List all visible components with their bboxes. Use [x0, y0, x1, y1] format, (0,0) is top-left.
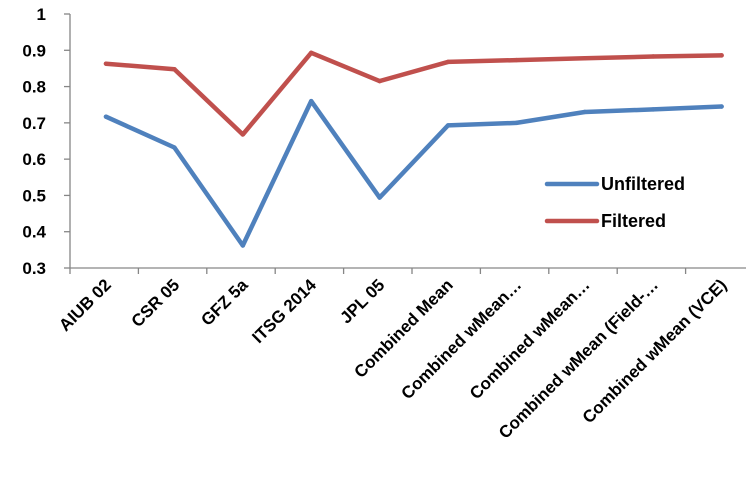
legend-item-unfiltered: Unfiltered [544, 174, 685, 194]
y-tick-label: 0.9 [22, 41, 46, 60]
series-lines [103, 50, 724, 248]
y-axis: 0.3 0.4 0.5 0.6 0.7 0.8 0.9 1 [22, 5, 71, 278]
data-point-unfiltered [651, 107, 656, 112]
x-tick-label: Combined wMean… [466, 275, 594, 403]
x-tick-label: AIUB 02 [55, 275, 115, 335]
data-point-unfiltered [309, 98, 314, 104]
x-tick-label: GFZ 5a [197, 275, 252, 330]
x-tick-label: ITSG 2014 [248, 275, 320, 347]
data-point-unfiltered [172, 145, 177, 150]
data-point-unfiltered [445, 123, 451, 128]
series-line-filtered [103, 50, 724, 137]
x-tick-label: Combined wMean (VCE) [579, 275, 731, 427]
data-point-unfiltered [719, 104, 724, 109]
x-tick-label: JPL 05 [336, 275, 388, 327]
data-point-filtered [240, 132, 245, 137]
data-point-unfiltered [514, 120, 519, 126]
legend: Unfiltered Filtered [544, 174, 685, 231]
y-tick-label: 0.7 [22, 114, 46, 133]
data-point-unfiltered [377, 195, 382, 200]
y-tick-label: 0.4 [22, 223, 46, 242]
data-point-unfiltered [240, 243, 245, 248]
data-point-filtered [445, 59, 451, 65]
legend-item-filtered: Filtered [544, 211, 666, 231]
y-tick-label: 0.5 [22, 186, 46, 205]
data-point-filtered [582, 56, 587, 61]
legend-label: Filtered [601, 211, 666, 231]
data-point-unfiltered [103, 114, 109, 119]
data-point-filtered [309, 50, 314, 56]
data-point-filtered [514, 57, 519, 63]
legend-label: Unfiltered [601, 174, 685, 194]
y-tick-label: 0.6 [22, 150, 46, 169]
data-point-filtered [719, 53, 724, 58]
y-tick-label: 0.3 [22, 259, 46, 278]
y-tick-label: 0.8 [22, 78, 46, 97]
x-tick-label: Combined wMean… [398, 275, 526, 403]
x-tick-label: CSR 05 [128, 275, 184, 331]
series-line-unfiltered [103, 98, 724, 248]
data-point-unfiltered [582, 109, 587, 115]
data-point-filtered [377, 78, 382, 84]
data-point-filtered [172, 66, 177, 72]
data-point-filtered [103, 61, 109, 66]
data-point-filtered [651, 54, 656, 59]
y-tick-label: 1 [37, 5, 46, 24]
